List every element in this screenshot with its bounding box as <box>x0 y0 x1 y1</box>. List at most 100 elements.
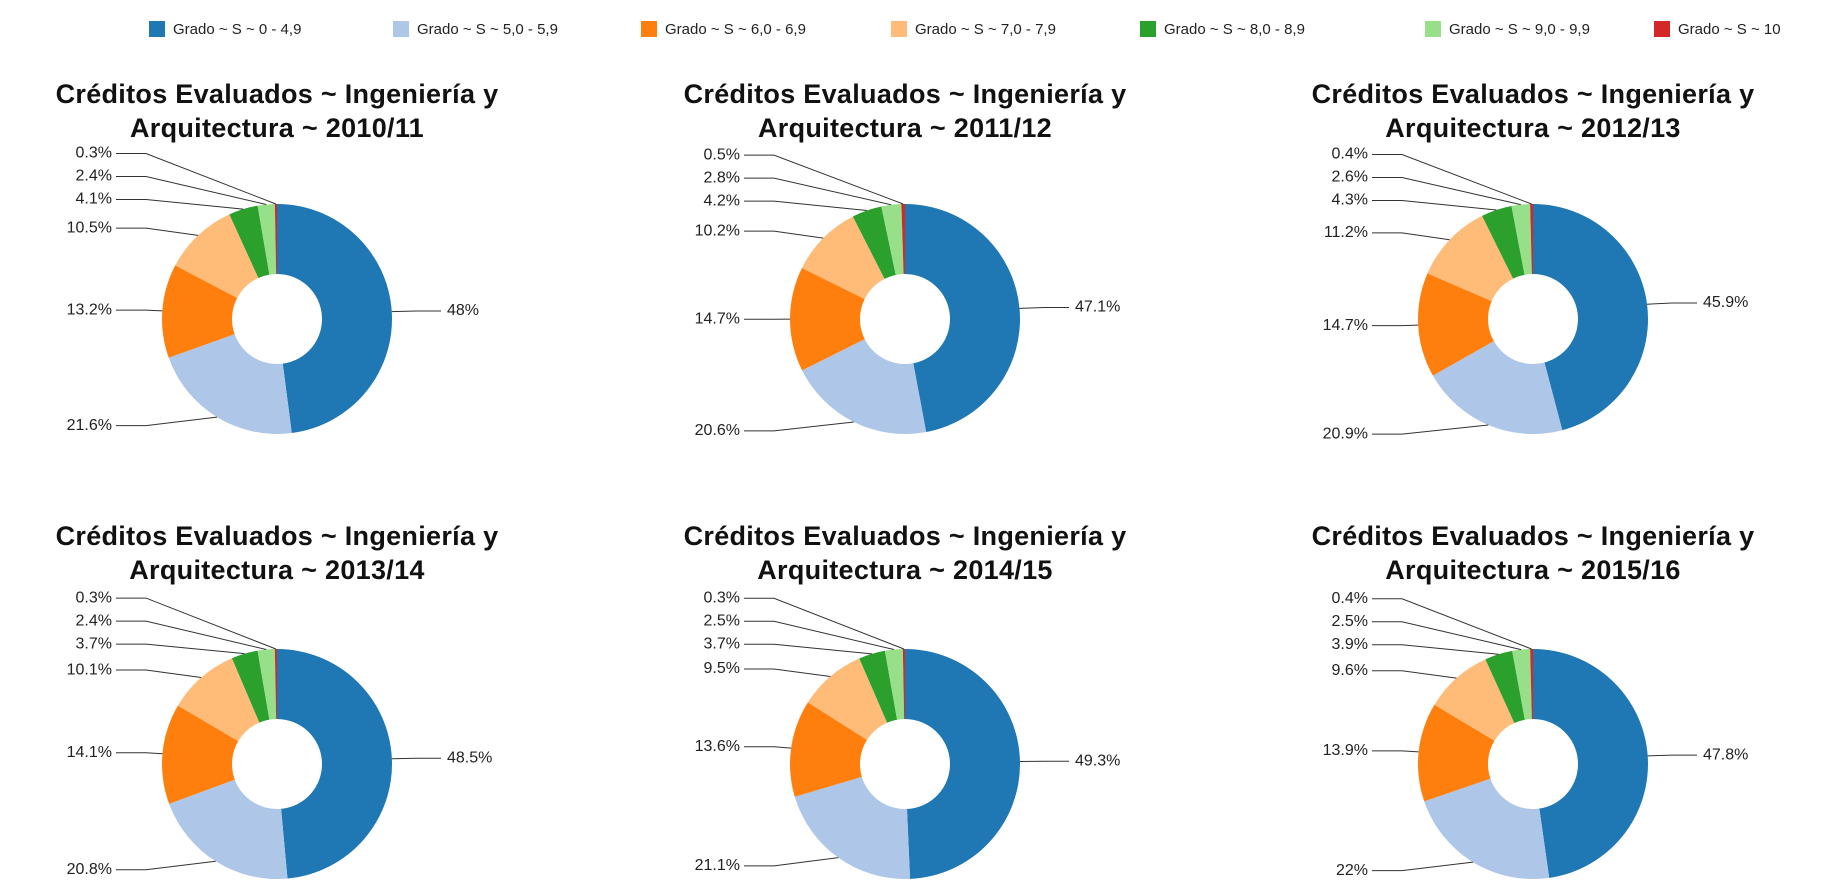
donut-slice <box>905 648 1021 879</box>
value-label: 2.4% <box>76 168 112 185</box>
legend-swatch <box>1654 21 1670 37</box>
leader-line <box>1372 861 1474 872</box>
value-label: 2.5% <box>704 613 740 630</box>
donut-slice <box>257 649 277 720</box>
leader-line <box>744 597 905 650</box>
leader-line <box>116 669 202 679</box>
leader-line <box>1372 424 1489 435</box>
value-label: 47.8% <box>1703 746 1748 763</box>
value-label: 2.4% <box>76 612 112 629</box>
value-label: 13.6% <box>695 738 740 755</box>
donut-slice <box>1511 204 1532 275</box>
legend-label: Grado ~ S ~ 5,0 - 5,9 <box>417 21 558 38</box>
value-label: 14.1% <box>67 744 112 761</box>
leader-line <box>391 310 441 313</box>
leader-line <box>744 643 872 655</box>
leader-line <box>1372 750 1419 753</box>
donut-slice <box>1427 215 1514 302</box>
leader-line <box>1647 302 1697 305</box>
donut-slice <box>852 206 896 279</box>
value-label: 48.5% <box>447 750 492 767</box>
value-label: 0.4% <box>1332 590 1368 607</box>
value-label: 13.9% <box>1323 742 1368 759</box>
donut-slice <box>274 204 277 275</box>
leader-line <box>116 620 267 650</box>
value-label: 3.7% <box>704 636 740 653</box>
chart-title: Créditos Evaluados ~ Ingeniería y Arquit… <box>1311 79 1755 143</box>
donut-slice <box>905 204 1020 433</box>
donut-slice <box>1485 650 1525 724</box>
leader-line <box>744 154 904 205</box>
leader-line <box>116 643 245 655</box>
chart-title: Créditos Evaluados ~ Ingeniería y Arquit… <box>55 521 499 585</box>
leader-line <box>744 857 839 867</box>
donut-slice <box>789 267 865 371</box>
value-label: 2.5% <box>1332 613 1368 630</box>
legend-label: Grado ~ S ~ 7,0 - 7,9 <box>915 21 1056 38</box>
value-label: 4.1% <box>76 191 112 208</box>
leader-line <box>116 309 163 312</box>
leader-line <box>116 199 244 210</box>
leader-line <box>744 620 894 651</box>
value-label: 4.2% <box>704 192 740 209</box>
leader-line <box>1372 199 1497 211</box>
donut-slice <box>1434 659 1515 741</box>
legend-swatch <box>1140 21 1156 37</box>
donut-slice <box>231 650 270 723</box>
leader-line <box>1372 598 1532 650</box>
value-label: 4.3% <box>1332 192 1368 209</box>
donut-slice <box>257 204 277 275</box>
donut-slice <box>168 334 292 434</box>
leader-line <box>1372 644 1499 655</box>
donut-slice <box>802 339 927 434</box>
donut-slice <box>881 204 904 275</box>
leader-line <box>744 200 867 212</box>
donut-slice <box>1530 649 1533 720</box>
donut-slice <box>169 779 288 879</box>
donut-slice <box>794 776 911 880</box>
leader-line <box>1372 153 1532 205</box>
value-label: 3.9% <box>1332 636 1368 653</box>
value-label: 2.6% <box>1332 169 1368 186</box>
donut-slice <box>1418 704 1495 802</box>
leader-line <box>744 746 792 749</box>
legend-swatch <box>641 21 657 37</box>
value-label: 48% <box>447 302 479 319</box>
donut-slice <box>162 705 239 804</box>
value-label: 45.9% <box>1703 294 1748 311</box>
value-label: 49.3% <box>1075 752 1120 769</box>
value-label: 21.1% <box>695 857 740 874</box>
value-label: 13.2% <box>67 301 112 318</box>
chart-title: Créditos Evaluados ~ Ingeniería y Arquit… <box>1311 521 1755 585</box>
legend-swatch <box>149 21 165 37</box>
value-label: 20.6% <box>695 422 740 439</box>
donut-slice <box>175 214 259 299</box>
leader-line <box>116 176 267 205</box>
donut-slice <box>902 649 905 720</box>
value-label: 0.5% <box>704 146 740 163</box>
donut-slice <box>1482 206 1525 279</box>
value-label: 11.2% <box>1324 224 1368 241</box>
legend-swatch <box>891 21 907 37</box>
value-label: 2.8% <box>704 169 740 186</box>
value-label: 14.7% <box>1323 317 1368 334</box>
value-label: 21.6% <box>67 417 112 434</box>
donut-slice <box>1533 204 1648 431</box>
donut-slice <box>274 649 277 720</box>
leader-line <box>744 668 831 678</box>
legend-swatch <box>393 21 409 37</box>
legend-label: Grado ~ S ~ 0 - 4,9 <box>173 21 301 38</box>
value-label: 9.6% <box>1332 662 1368 679</box>
legend-label: Grado ~ S ~ 6,0 - 6,9 <box>665 21 806 38</box>
donut-slice <box>277 649 392 879</box>
value-label: 14.7% <box>695 310 740 327</box>
chart-title: Créditos Evaluados ~ Ingeniería y Arquit… <box>683 521 1127 585</box>
leader-line <box>744 177 892 206</box>
value-label: 20.8% <box>67 861 112 878</box>
leader-line <box>1019 306 1069 309</box>
chart-title: Créditos Evaluados ~ Ingeniería y Arquit… <box>683 79 1127 143</box>
leader-line <box>1372 176 1521 206</box>
legend-label: Grado ~ S ~ 9,0 - 9,9 <box>1449 21 1590 38</box>
leader-line <box>116 752 163 755</box>
